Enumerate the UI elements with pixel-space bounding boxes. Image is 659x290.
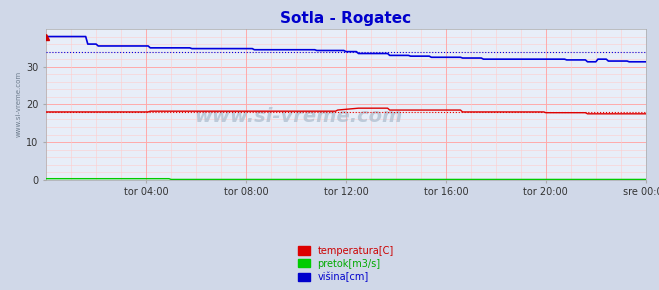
Title: Sotla - Rogatec: Sotla - Rogatec — [281, 11, 411, 26]
Text: www.si-vreme.com: www.si-vreme.com — [194, 107, 402, 126]
Legend: temperatura[C], pretok[m3/s], višina[cm]: temperatura[C], pretok[m3/s], višina[cm] — [294, 242, 398, 286]
Text: www.si-vreme.com: www.si-vreme.com — [16, 71, 22, 137]
